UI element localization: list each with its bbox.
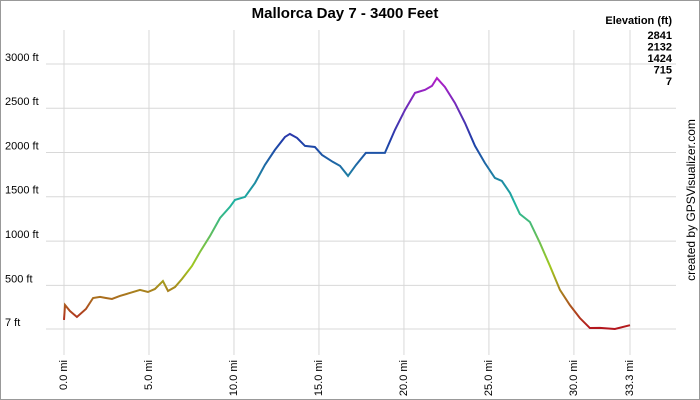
x-tick-label: 25.0 mi bbox=[483, 360, 495, 396]
y-tick-label: 1000 ft bbox=[5, 229, 39, 241]
legend-value: 2841 bbox=[648, 30, 672, 42]
x-tick-label: 33.3 mi bbox=[624, 360, 636, 396]
y-tick-label: 1500 ft bbox=[5, 185, 39, 197]
y-tick-label: 2000 ft bbox=[5, 140, 39, 152]
legend-value: 2132 bbox=[648, 41, 672, 53]
x-tick-label: 15.0 mi bbox=[313, 360, 325, 396]
chart-title: Mallorca Day 7 - 3400 Feet bbox=[252, 5, 439, 22]
legend-title: Elevation (ft) bbox=[605, 15, 672, 27]
y-tick-label: 3000 ft bbox=[5, 52, 39, 64]
x-tick-label: 10.0 mi bbox=[228, 360, 240, 396]
legend-value: 1424 bbox=[648, 53, 673, 65]
legend-value: 7 bbox=[666, 76, 672, 88]
x-tick-label: 30.0 mi bbox=[568, 360, 580, 396]
legend-value: 715 bbox=[654, 64, 672, 76]
credit: created by GPSVisualizer.com bbox=[684, 119, 698, 281]
x-tick-label: 20.0 mi bbox=[398, 360, 410, 396]
elevation-line bbox=[63, 76, 631, 331]
x-tick-label: 5.0 mi bbox=[143, 360, 155, 390]
y-tick-label: 7 ft bbox=[5, 317, 20, 329]
y-tick-label: 500 ft bbox=[5, 273, 33, 285]
y-tick-label: 2500 ft bbox=[5, 96, 39, 108]
x-tick-label: 0.0 mi bbox=[58, 360, 70, 390]
